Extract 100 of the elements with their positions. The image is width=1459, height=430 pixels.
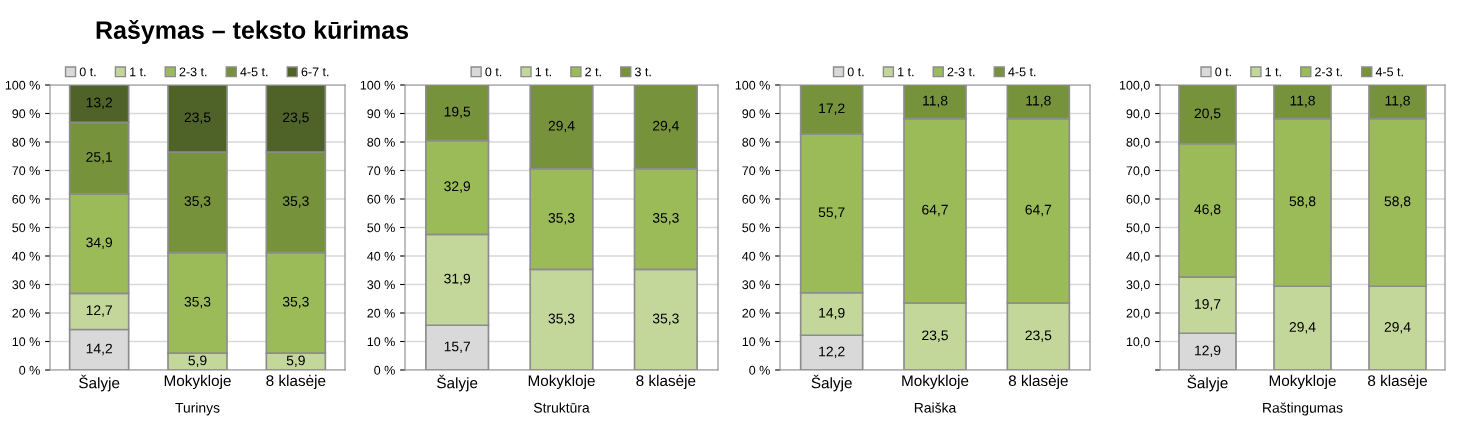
y-tick-label: 20,0 [1126,308,1150,320]
data-label: 29,4 [548,120,575,133]
legend-label: 2-3 t. [179,67,207,77]
data-label: 14,2 [86,343,112,356]
legend-label: 0 t. [847,67,864,77]
y-tick-label: 80,0 [1126,137,1150,149]
x-axis-title: Raiška [914,402,957,413]
x-tick-label: Šalyje [79,374,120,392]
data-label: 29,4 [1289,322,1316,334]
x-tick-label: Mokykloje [528,374,595,390]
data-label: 31,9 [444,273,471,286]
y-tick-label: 40 % [12,251,40,261]
y-tick-label: 30 % [742,280,770,290]
y-tick-label: 60 % [12,194,40,204]
x-tick-label: Mokykloje [164,374,231,390]
data-label: 12,7 [86,305,112,317]
data-label: 25,1 [86,152,113,164]
x-tick-label: Šalyje [437,374,478,392]
y-tick-label: 20 % [367,308,395,318]
legend-label: 1 t. [898,67,914,77]
x-tick-label: Šalyje [811,374,852,392]
x-tick-label: Šalyje [1187,374,1228,392]
data-label: 23,5 [922,330,948,342]
data-label: 13,2 [86,97,112,110]
y-tick-label: 90 % [367,109,395,119]
data-label: 32,9 [444,181,471,193]
y-tick-label: 50,0 [1126,223,1150,234]
x-axis-title: Raštingumas [1263,402,1343,416]
y-tick-label: 20 % [742,308,770,318]
y-tick-label: 80 % [12,137,40,147]
y-tick-label: 80 % [742,137,770,147]
y-tick-label: 10,0 [1126,337,1150,348]
data-label: 20,5 [1194,108,1221,120]
x-tick-label: 8 klasėje [636,374,696,390]
data-label: 19,7 [1195,299,1221,311]
data-label: 23,5 [184,112,211,124]
y-tick-label: 30 % [12,280,40,290]
legend-label: 2-3 t. [947,67,975,77]
y-tick-label: 20 % [12,308,40,318]
data-label: 34,9 [86,237,113,249]
data-label: 29,4 [653,120,679,133]
y-tick-label: 100 % [5,80,40,90]
x-tick-label: 8 klasėje [1008,374,1068,390]
data-label: 55,7 [818,207,845,219]
x-tick-label: 8 klasėje [266,374,326,390]
data-label: 5,9 [188,355,207,367]
y-tick-label: 40,0 [1126,251,1150,263]
data-label: 5,9 [286,355,305,367]
x-tick-label: Mokykloje [902,374,969,390]
data-label: 35,3 [652,313,679,326]
y-tick-label: 40 % [742,251,770,261]
x-tick-label: 8 klasėje [1368,374,1427,390]
data-label: 58,8 [1384,196,1411,208]
y-tick-label: 10 % [742,337,770,347]
data-label: 64,7 [922,204,948,217]
y-tick-label: 60 % [742,194,770,204]
y-tick-label: 50 % [367,223,395,233]
data-label: 35,3 [548,212,575,225]
data-label: 11,8 [1385,95,1410,108]
y-tick-label: 100 % [735,80,770,90]
y-tick-label: 10 % [12,337,40,347]
legend-label: 0 t. [1215,67,1231,77]
y-tick-label: 100,0 [1119,80,1150,92]
legend-label: 4-5 t. [1008,67,1036,77]
legend-label: 1 t. [130,67,146,77]
data-label: 29,4 [1384,322,1411,334]
legend-label: 1 t. [535,67,551,77]
legend-label: 0 t. [79,67,96,77]
data-label: 11,8 [1290,95,1315,108]
data-label: 12,2 [819,346,845,358]
data-label: 35,3 [184,296,211,309]
data-label: 11,8 [923,95,948,108]
y-tick-label: 70 % [367,166,395,176]
y-tick-label: 40 % [367,251,395,261]
data-label: 58,8 [1289,196,1316,208]
y-tick-label: 50 % [742,223,770,233]
x-axis-title: Struktūra [533,402,590,413]
data-label: 23,5 [283,112,309,124]
data-label: 15,7 [444,341,470,353]
data-label: 14,9 [819,307,845,320]
legend-label: 0 t. [485,67,502,77]
legend-label: 2 t. [585,67,601,77]
y-tick-label: 30,0 [1126,280,1150,291]
data-label: 64,7 [1025,204,1052,217]
data-label: 19,5 [444,106,471,119]
y-tick-label: 60 % [367,194,395,204]
y-tick-label: 0 % [374,365,395,375]
y-tick-label: 100 % [360,80,395,90]
x-axis-title: Turinys [175,402,220,416]
y-tick-label: 90,0 [1126,109,1150,120]
legend-label: 1 t. [1265,67,1281,77]
y-tick-label: 70 % [12,166,40,176]
data-label: 35,3 [282,296,309,309]
data-label: 35,3 [184,196,211,208]
data-label: 35,3 [652,212,679,225]
data-label: 12,9 [1195,345,1221,357]
x-tick-label: Mokykloje [1269,374,1336,390]
y-tick-label: 0 % [19,365,40,375]
y-tick-label: 10 % [367,337,395,347]
y-tick-label: 60,0 [1126,194,1150,206]
